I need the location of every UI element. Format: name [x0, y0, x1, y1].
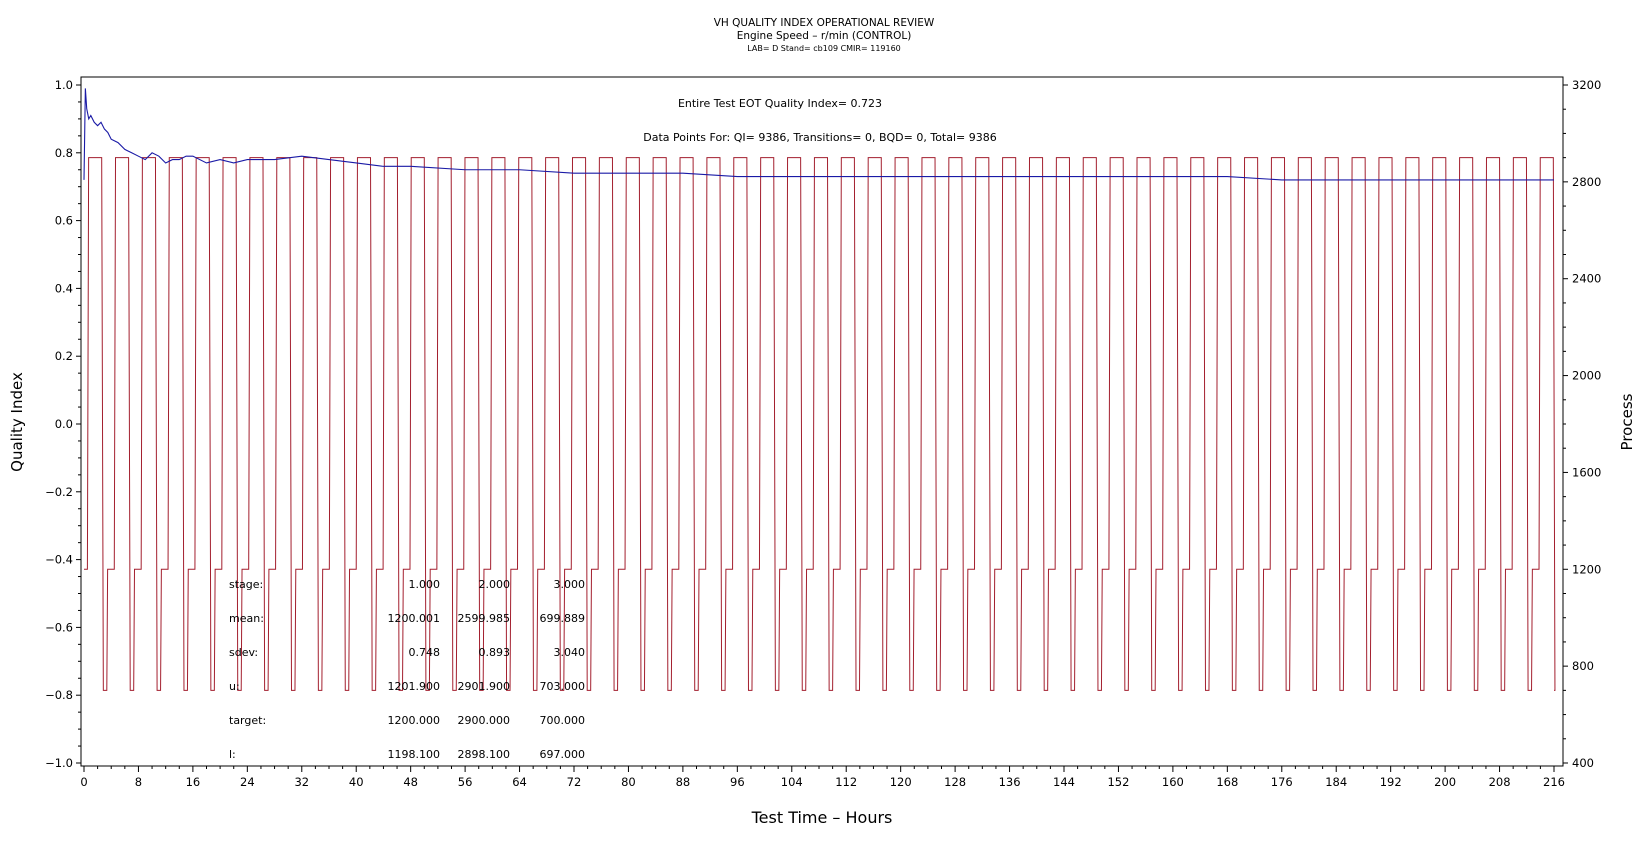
y-axis-label-right: Process [1618, 393, 1636, 450]
y2-tick-label: 800 [1572, 659, 1594, 673]
y-tick-label: 0.6 [55, 214, 73, 228]
x-tick-label: 32 [294, 775, 309, 789]
x-tick-label: 216 [1543, 775, 1565, 789]
quality-index-series-line [83, 88, 1554, 181]
y2-tick-label: 3200 [1572, 78, 1601, 92]
stats-row-label: sdev: [229, 646, 258, 659]
data-points-annotation: Data Points For: QI= 9386, Transitions= … [643, 131, 997, 144]
x-tick-label: 8 [135, 775, 142, 789]
stats-cell: 3.040 [554, 646, 586, 659]
x-tick-label: 168 [1216, 775, 1238, 789]
stats-row-label: mean: [229, 612, 264, 625]
y-tick-label: −0.8 [45, 688, 73, 702]
x-tick-label: 144 [1053, 775, 1075, 789]
x-tick-label: 192 [1380, 775, 1402, 789]
x-tick-label: 160 [1162, 775, 1184, 789]
stats-cell: 2901.900 [458, 680, 511, 693]
y-tick-label: 0.4 [55, 281, 73, 295]
x-tick-label: 56 [458, 775, 473, 789]
stats-row-label: stage: [229, 578, 263, 591]
y-tick-label: −0.6 [45, 620, 73, 634]
y-tick-label: 0.8 [55, 146, 73, 160]
stats-cell: 2.000 [479, 578, 511, 591]
stats-row-label: target: [229, 714, 266, 727]
x-tick-label: 152 [1107, 775, 1129, 789]
series-layer [83, 88, 1556, 691]
x-tick-label: 96 [730, 775, 745, 789]
y2-tick-label: 1600 [1572, 465, 1601, 479]
x-tick-label: 128 [944, 775, 966, 789]
stats-cell: 1198.100 [388, 748, 441, 761]
y-tick-label: 0.0 [55, 417, 73, 431]
y2-tick-label: 2000 [1572, 369, 1601, 383]
x-tick-label: 64 [512, 775, 527, 789]
y-tick-label: −1.0 [45, 756, 73, 770]
x-tick-label: 80 [621, 775, 636, 789]
chart-info-line: LAB= D Stand= cb109 CMIR= 119160 [747, 44, 901, 53]
y-tick-label: −0.4 [45, 553, 73, 567]
process-series-line [84, 157, 1556, 691]
stats-cell: 1.000 [409, 578, 441, 591]
x-tick-label: 176 [1271, 775, 1293, 789]
stats-row-label: l: [229, 748, 236, 761]
y-tick-label: 1.0 [55, 78, 73, 92]
x-tick-label: 136 [999, 775, 1021, 789]
stats-cell: 3.000 [554, 578, 586, 591]
stats-cell: 697.000 [540, 748, 586, 761]
quality-index-annotation: Entire Test EOT Quality Index= 0.723 [678, 97, 882, 110]
chart-title: VH QUALITY INDEX OPERATIONAL REVIEW [714, 17, 935, 29]
y2-tick-label: 2400 [1572, 272, 1601, 286]
stats-cell: 699.889 [540, 612, 586, 625]
axes-layer: 0 8 16 24 32 40 48 56 64 72 80 88 96 104 112 120 128 136 1… [45, 78, 1601, 789]
stats-cell: 2898.100 [458, 748, 511, 761]
y-tick-label: 0.2 [55, 349, 73, 363]
x-tick-label: 184 [1325, 775, 1347, 789]
stats-cell: 0.893 [479, 646, 511, 659]
stats-cell: 2900.000 [458, 714, 511, 727]
stats-cell: 703.000 [540, 680, 586, 693]
x-tick-label: 208 [1489, 775, 1511, 789]
x-tick-label: 200 [1434, 775, 1456, 789]
x-tick-label: 88 [676, 775, 691, 789]
x-tick-label: 72 [567, 775, 582, 789]
x-tick-label: 48 [403, 775, 418, 789]
x-tick-label: 0 [80, 775, 87, 789]
x-tick-label: 16 [186, 775, 201, 789]
y2-tick-label: 400 [1572, 756, 1594, 770]
stats-cell: 2599.985 [458, 612, 511, 625]
y2-tick-label: 2800 [1572, 175, 1601, 189]
stats-cell: 1201.900 [388, 680, 441, 693]
stats-table: stage: 1.000 2.000 3.000 mean: 1200.001 2599.9… [229, 578, 585, 761]
stats-cell: 700.000 [540, 714, 586, 727]
plot-frame [80, 76, 1564, 767]
stats-cell: 0.748 [409, 646, 441, 659]
y-axis-label-left: Quality Index [8, 372, 26, 472]
y2-tick-label: 1200 [1572, 562, 1601, 576]
stats-cell: 1200.000 [388, 714, 441, 727]
x-tick-label: 24 [240, 775, 255, 789]
stats-cell: 1200.001 [388, 612, 441, 625]
x-tick-label: 40 [349, 775, 364, 789]
stats-row-label: u: [229, 680, 240, 693]
y-tick-label: −0.2 [45, 485, 73, 499]
x-tick-label: 112 [835, 775, 857, 789]
x-tick-label: 120 [890, 775, 912, 789]
x-axis-label: Test Time – Hours [751, 808, 893, 827]
x-tick-label: 104 [781, 775, 803, 789]
chart-subtitle: Engine Speed – r/min (CONTROL) [737, 30, 912, 42]
